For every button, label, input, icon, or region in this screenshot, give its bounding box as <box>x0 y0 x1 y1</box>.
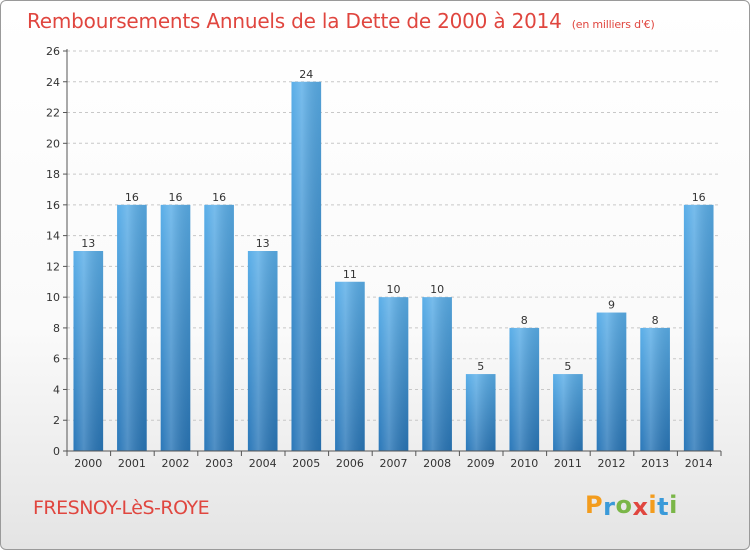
x-tick-label: 2005 <box>292 457 320 470</box>
bar-sheen <box>683 204 714 451</box>
data-label: 10 <box>430 283 444 296</box>
bar-sheen <box>204 204 234 451</box>
x-tick-label: 2001 <box>118 457 146 470</box>
logo-letter: x <box>632 493 649 521</box>
logo-letter: t <box>657 493 670 521</box>
data-label: 13 <box>256 237 270 250</box>
x-tick-label: 2011 <box>554 457 582 470</box>
bar-sheen <box>422 297 452 451</box>
y-tick-label: 8 <box>53 322 60 335</box>
y-tick-label: 14 <box>46 230 60 243</box>
y-tick-label: 26 <box>46 45 60 58</box>
bar-sheen <box>160 204 191 451</box>
x-tick-label: 2008 <box>423 457 451 470</box>
x-tick-label: 2000 <box>74 457 102 470</box>
data-label: 16 <box>212 191 226 204</box>
chart-title: Remboursements Annuels de la Dette de 20… <box>27 9 655 33</box>
x-tick-label: 2007 <box>380 457 408 470</box>
bar-sheen <box>553 374 583 451</box>
y-tick-label: 18 <box>46 168 60 181</box>
data-label: 16 <box>692 191 706 204</box>
bar-sheen <box>335 281 365 451</box>
bar-sheen <box>596 312 627 451</box>
x-tick-label: 2009 <box>467 457 495 470</box>
bar-sheen <box>509 327 540 451</box>
data-label: 13 <box>81 237 95 250</box>
bar-sheen <box>640 327 670 451</box>
y-tick-label: 4 <box>53 383 60 396</box>
y-tick-label: 20 <box>46 137 60 150</box>
bar-sheen <box>73 251 104 451</box>
x-tick-label: 2002 <box>162 457 190 470</box>
data-label: 11 <box>343 268 357 281</box>
logo-letter: o <box>615 491 633 519</box>
x-tick-label: 2013 <box>641 457 669 470</box>
logo-letter: P <box>585 491 604 519</box>
logo-letter: i <box>648 491 658 519</box>
y-tick-label: 10 <box>46 291 60 304</box>
bar-sheen <box>291 81 322 452</box>
chart-unit: (en milliers d'€) <box>571 18 655 31</box>
bar-sheen <box>117 204 147 451</box>
logo-letter: i <box>669 491 678 519</box>
label-layer: 13 16 16 16 13 24 11 10 10 5 8 5 9 8 16 <box>81 68 705 373</box>
x-tick-label: 2012 <box>598 457 626 470</box>
x-tick-label: 2004 <box>249 457 277 470</box>
proxiti-logo: Proxiti <box>585 491 678 521</box>
y-tick-label: 2 <box>53 414 60 427</box>
y-tick-label: 6 <box>53 353 60 366</box>
x-tick-label: 2014 <box>685 457 713 470</box>
bar-layer <box>73 81 714 452</box>
y-tick-label: 22 <box>46 107 60 120</box>
city-name: FRESNOY-LèS-ROYE <box>33 497 210 519</box>
x-tick-label: 2003 <box>205 457 233 470</box>
data-label: 9 <box>608 299 615 312</box>
data-label: 8 <box>652 314 659 327</box>
data-label: 5 <box>477 360 484 373</box>
y-tick-label: 12 <box>46 260 60 273</box>
data-label: 16 <box>125 191 139 204</box>
data-label: 5 <box>564 360 571 373</box>
data-label: 24 <box>299 68 313 81</box>
y-tick-label: 24 <box>46 76 60 89</box>
data-label: 8 <box>521 314 528 327</box>
data-label: 16 <box>169 191 183 204</box>
chart-title-text: Remboursements Annuels de la Dette de 20… <box>27 9 562 33</box>
x-tick-label: 2006 <box>336 457 364 470</box>
data-label: 10 <box>387 283 401 296</box>
bar-sheen <box>465 374 496 451</box>
x-tick-label: 2010 <box>510 457 538 470</box>
logo-letter: r <box>603 493 616 521</box>
y-tick-label: 0 <box>53 445 60 458</box>
y-tick-label: 16 <box>46 199 60 212</box>
bar-sheen <box>378 297 409 451</box>
bar-sheen <box>247 251 278 451</box>
